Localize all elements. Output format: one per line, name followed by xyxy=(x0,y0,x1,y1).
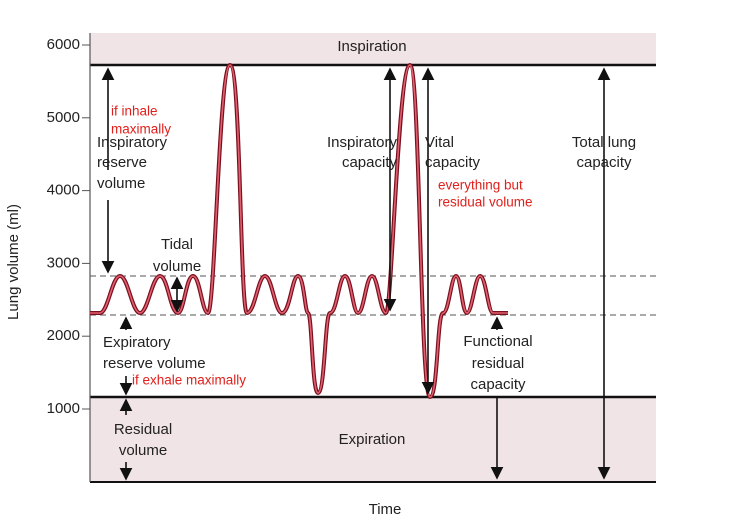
label: volume xyxy=(153,258,201,275)
label: Vital xyxy=(425,134,454,151)
label: volume xyxy=(97,175,145,192)
note: if inhale xyxy=(111,104,158,119)
tick-label: 3000 xyxy=(47,254,80,271)
region-label: Expiration xyxy=(339,431,406,448)
volume-curve xyxy=(90,64,508,398)
region-label: Inspiration xyxy=(337,38,406,55)
label: reserve xyxy=(97,154,147,171)
label: Tidal xyxy=(161,236,193,253)
note: if exhale maximally xyxy=(132,373,246,388)
expiration-band xyxy=(90,397,656,482)
inspiration-band xyxy=(90,33,656,65)
label: Inspiratory xyxy=(97,134,168,151)
label: capacity xyxy=(425,154,481,171)
tick-label: 5000 xyxy=(47,109,80,126)
label: Total lung xyxy=(572,134,636,151)
label: capacity xyxy=(470,376,526,393)
label: residual xyxy=(472,355,525,372)
label: volume xyxy=(119,442,167,459)
label: Functional xyxy=(463,333,532,350)
label: Inspiratory xyxy=(327,134,398,151)
label: reserve volume xyxy=(103,355,206,372)
tick-label: 2000 xyxy=(47,327,80,344)
tick-label: 1000 xyxy=(47,400,80,417)
tick-label: 6000 xyxy=(47,36,80,53)
label: capacity xyxy=(342,154,398,171)
y-ticks: 1000 2000 3000 4000 5000 6000 xyxy=(47,36,90,417)
label: Residual xyxy=(114,421,172,438)
label: capacity xyxy=(576,154,632,171)
note: maximally xyxy=(111,122,171,137)
x-axis-label: Time xyxy=(369,501,402,518)
note: residual volume xyxy=(438,195,533,210)
note: everything but xyxy=(438,178,523,193)
arrows xyxy=(101,67,611,481)
label: Expiratory xyxy=(103,334,171,351)
tick-label: 4000 xyxy=(47,182,80,199)
y-axis-label: Lung volume (ml) xyxy=(5,204,22,320)
